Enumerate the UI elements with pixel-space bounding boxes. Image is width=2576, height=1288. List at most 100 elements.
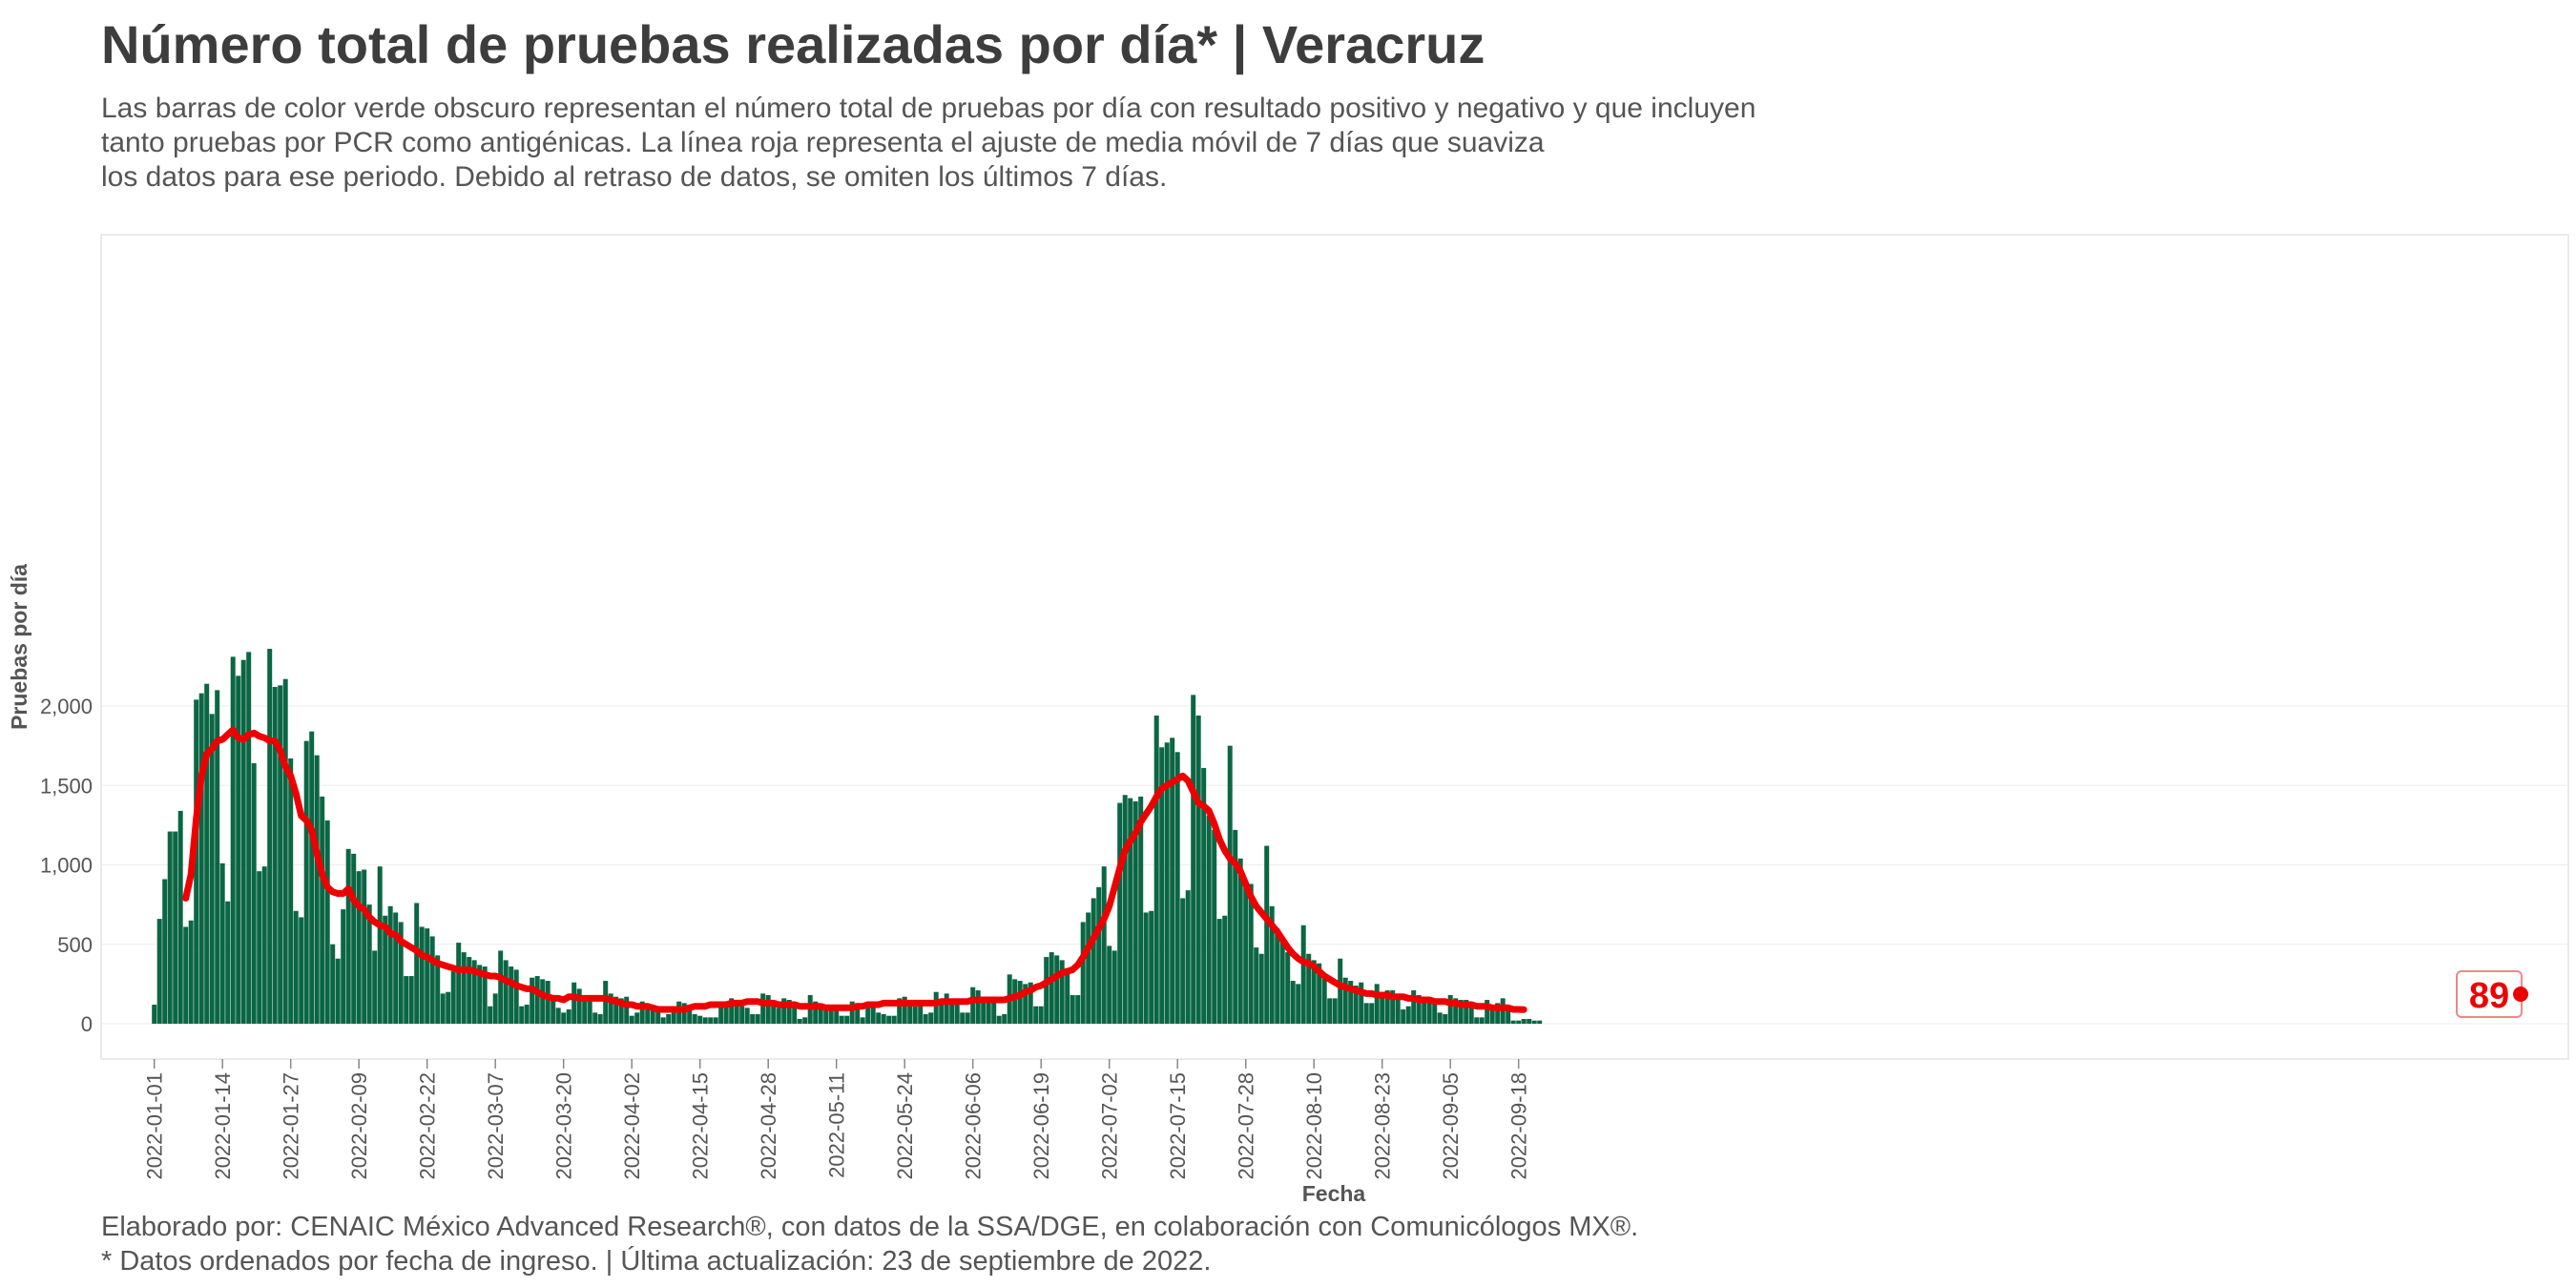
bar — [1185, 890, 1191, 1024]
bar — [1122, 795, 1128, 1024]
bar — [734, 1005, 739, 1024]
bar — [461, 952, 467, 1024]
bar — [540, 979, 546, 1024]
x-tick-label: 2022-07-15 — [1166, 1072, 1190, 1180]
subtitle-line: tanto pruebas por PCR como antigénicas. … — [101, 127, 1545, 158]
bar — [907, 1001, 913, 1024]
bar — [718, 1003, 724, 1024]
bar — [1038, 1006, 1044, 1024]
y-tick-label: 500 — [57, 933, 93, 957]
bar — [1080, 922, 1086, 1024]
bar — [194, 699, 199, 1024]
bar — [299, 917, 304, 1024]
y-tick-label: 1,500 — [40, 774, 93, 798]
bar — [173, 831, 178, 1024]
bar — [823, 1006, 829, 1024]
bar — [230, 656, 236, 1024]
bar — [891, 1015, 897, 1024]
bar — [1248, 883, 1254, 1024]
bar — [446, 991, 451, 1024]
bar — [1531, 1020, 1537, 1024]
bar — [1447, 995, 1453, 1024]
bar — [435, 955, 441, 1024]
bar — [1521, 1019, 1527, 1024]
y-axis-title: Pruebas por día — [7, 564, 31, 730]
bar — [450, 971, 456, 1024]
bar — [467, 957, 472, 1024]
bar — [702, 1017, 708, 1024]
bar — [1489, 1005, 1495, 1024]
bar — [1468, 1003, 1474, 1024]
bar — [1516, 1020, 1522, 1024]
x-tick-label: 2022-09-05 — [1439, 1072, 1463, 1180]
bar — [839, 1015, 844, 1024]
bar — [1159, 747, 1165, 1024]
bar — [634, 1012, 640, 1024]
bar — [876, 1012, 882, 1024]
bar — [1170, 737, 1175, 1024]
bar — [1254, 947, 1259, 1024]
bar — [1453, 998, 1459, 1024]
bar — [1437, 1012, 1443, 1024]
bar — [267, 649, 273, 1024]
bar — [440, 993, 446, 1024]
plot-panel — [100, 234, 2569, 1060]
bar — [765, 995, 771, 1024]
bar — [509, 966, 514, 1024]
bar — [771, 1001, 777, 1024]
bar — [1227, 745, 1233, 1024]
bar — [944, 993, 949, 1024]
bar — [1012, 979, 1018, 1024]
bar — [1317, 963, 1322, 1024]
x-tick-label: 2022-08-10 — [1302, 1072, 1326, 1180]
bar — [282, 678, 288, 1024]
bar — [660, 1017, 666, 1024]
bar — [561, 1012, 567, 1024]
x-tick-label: 2022-01-27 — [280, 1072, 303, 1180]
bar — [513, 969, 519, 1024]
x-tick-label: 2022-03-20 — [552, 1072, 576, 1180]
bar — [818, 1005, 823, 1024]
bar — [608, 993, 613, 1024]
bar — [1458, 1000, 1464, 1024]
bar — [960, 1012, 966, 1024]
bar — [797, 1019, 802, 1024]
bar — [314, 755, 320, 1024]
bar — [1107, 945, 1112, 1024]
x-tick-label: 2022-05-24 — [893, 1072, 917, 1180]
bar — [1233, 829, 1238, 1024]
bar — [954, 1003, 960, 1024]
bar — [534, 976, 540, 1024]
bar — [1279, 939, 1285, 1024]
bar — [1111, 950, 1117, 1024]
bars — [152, 649, 1543, 1024]
x-tick-label: 2022-06-19 — [1029, 1072, 1053, 1180]
bar — [1002, 1014, 1008, 1024]
bar — [1117, 802, 1123, 1024]
bar — [760, 993, 766, 1024]
bar — [398, 922, 404, 1024]
bar — [209, 714, 215, 1024]
bar — [1059, 960, 1065, 1024]
bar — [1180, 898, 1186, 1024]
bar — [278, 685, 283, 1024]
bar — [482, 966, 488, 1024]
footer-credit: Elaborado por: CENAIC México Advanced Re… — [101, 1212, 1639, 1242]
bar — [356, 871, 362, 1024]
bar — [582, 998, 588, 1024]
bar — [844, 1015, 850, 1024]
bar — [1049, 952, 1054, 1024]
bar — [219, 862, 225, 1024]
bar — [1216, 919, 1222, 1024]
bar — [1243, 883, 1249, 1024]
bar — [246, 652, 252, 1024]
bar — [372, 950, 378, 1024]
bar — [828, 1005, 834, 1024]
x-tick-label: 2022-02-09 — [347, 1072, 371, 1180]
bar — [1443, 1014, 1448, 1024]
bar — [729, 998, 735, 1024]
bar — [813, 1001, 819, 1024]
chart-subtitle: Las barras de color verde obscuro repres… — [101, 92, 1895, 195]
bar — [545, 981, 551, 1024]
bar — [156, 919, 162, 1024]
